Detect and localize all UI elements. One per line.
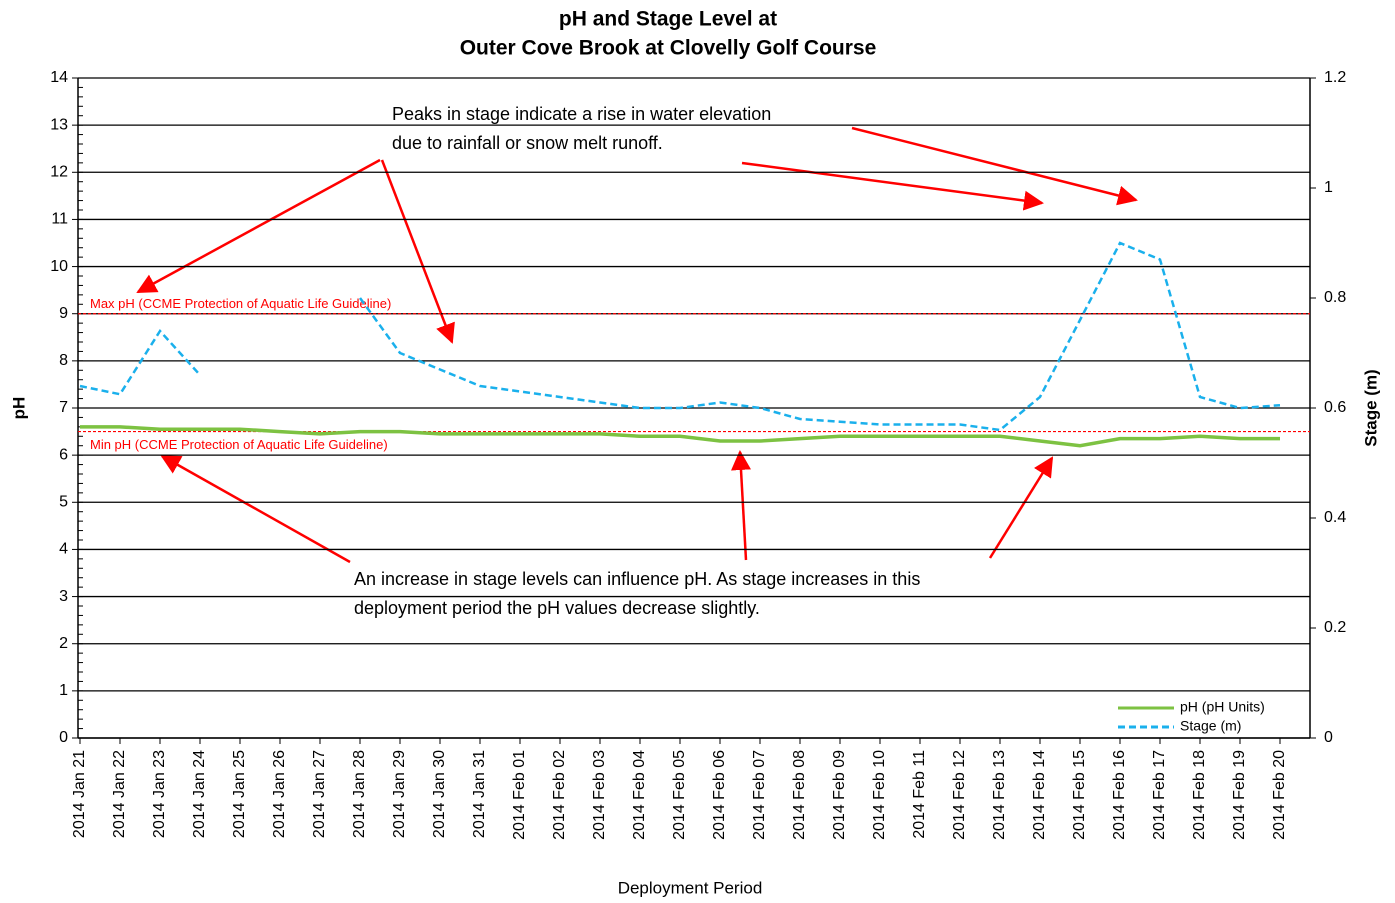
arrow	[160, 454, 351, 564]
y-tick-label: 9	[59, 305, 68, 322]
x-tick-label: 2014 Jan 29	[391, 750, 408, 838]
x-tick-label: 2014 Feb 12	[951, 750, 968, 840]
x-tick-label: 2014 Jan 27	[311, 750, 328, 838]
annotation: Peaks in stage indicate a rise in water …	[392, 104, 771, 124]
annotation: An increase in stage levels can influenc…	[354, 569, 920, 589]
y-tick-label: 5	[59, 494, 68, 511]
y-tick-label: 13	[50, 116, 68, 133]
x-tick-label: 2014 Feb 15	[1071, 750, 1088, 840]
x-tick-label: 2014 Jan 21	[71, 750, 88, 838]
y-tick-label: 3	[59, 588, 68, 605]
y2-tick-label: 0.2	[1324, 619, 1346, 636]
y-tick-label: 6	[59, 446, 68, 463]
y-tick-label: 1	[59, 682, 68, 699]
arrows	[136, 126, 1138, 564]
x-tick-label: 2014 Feb 01	[511, 750, 528, 840]
arrow	[380, 159, 455, 344]
x-tick-label: 2014 Feb 06	[711, 750, 728, 840]
chart-title: Outer Cove Brook at Clovelly Golf Course	[460, 37, 877, 60]
x-tick-label: 2014 Feb 03	[591, 750, 608, 840]
y-tick-label: 2	[59, 635, 68, 652]
x-tick-label: 2014 Feb 09	[831, 750, 848, 840]
arrow	[136, 158, 381, 294]
y-tick-label: 14	[50, 69, 68, 86]
annotation: due to rainfall or snow melt runoff.	[392, 133, 663, 153]
y2-tick-label: 0.8	[1324, 289, 1346, 306]
x-tick-label: 2014 Feb 10	[871, 750, 888, 840]
x-tick-label: 2014 Feb 08	[791, 750, 808, 840]
y-tick-label: 10	[50, 258, 68, 275]
x-tick-label: 2014 Jan 24	[191, 750, 208, 838]
y-tick-label: 7	[59, 399, 68, 416]
x-tick-label: 2014 Feb 05	[671, 750, 688, 840]
x-tick-label: 2014 Feb 04	[631, 750, 648, 840]
y-tick-label: 11	[51, 211, 68, 228]
y-tick-label: 0	[59, 729, 68, 746]
chart-title: pH and Stage Level at	[559, 8, 777, 31]
x-tick-label: 2014 Feb 20	[1271, 750, 1288, 840]
legend-label: Stage (m)	[1180, 718, 1241, 734]
x-tick-label: 2014 Feb 18	[1191, 750, 1208, 840]
y-axis-title: pH	[9, 397, 28, 420]
x-tick-label: 2014 Feb 16	[1111, 750, 1128, 840]
series-line	[79, 241, 1281, 432]
x-tick-label: 2014 Feb 14	[1031, 750, 1048, 840]
reference-label: Min pH (CCME Protection of Aquatic Life …	[90, 437, 388, 452]
x-tick-label: 2014 Feb 07	[751, 750, 768, 840]
x-tick-label: 2014 Feb 13	[991, 750, 1008, 840]
y2-axis-title: Stage (m)	[1361, 369, 1380, 446]
y2-tick-label: 0.6	[1324, 399, 1346, 416]
x-tick-label: 2014 Jan 25	[231, 750, 248, 838]
arrow	[851, 126, 1138, 206]
legend-label: pH (pH Units)	[1180, 699, 1265, 715]
x-tick-label: 2014 Jan 28	[351, 750, 368, 838]
x-tick-label: 2014 Feb 17	[1151, 750, 1168, 840]
x-tick-label: 2014 Jan 23	[151, 750, 168, 838]
y2-tick-label: 1.2	[1324, 69, 1346, 86]
x-tick-label: 2014 Jan 31	[471, 750, 488, 838]
y-tick-label: 12	[50, 164, 68, 181]
x-tick-label: 2014 Jan 30	[431, 750, 448, 838]
x-tick-label: 2014 Feb 19	[1231, 750, 1248, 840]
y2-tick-label: 1	[1324, 179, 1333, 196]
arrow	[988, 456, 1054, 559]
arrow	[731, 450, 751, 561]
y-tick-label: 8	[59, 352, 68, 369]
annotation: deployment period the pH values decrease…	[354, 598, 760, 618]
y2-tick-label: 0	[1324, 729, 1333, 746]
x-tick-label: 2014 Feb 02	[551, 750, 568, 840]
x-axis-title: Deployment Period	[618, 878, 763, 897]
x-tick-label: 2014 Jan 22	[111, 750, 128, 838]
reference-label: Max pH (CCME Protection of Aquatic Life …	[90, 296, 391, 311]
x-tick-label: 2014 Jan 26	[271, 750, 288, 838]
x-tick-label: 2014 Feb 11	[911, 750, 928, 839]
series-line	[80, 425, 1280, 448]
y-tick-label: 4	[59, 541, 68, 558]
y2-tick-label: 0.4	[1324, 509, 1346, 526]
arrow	[741, 161, 1044, 211]
